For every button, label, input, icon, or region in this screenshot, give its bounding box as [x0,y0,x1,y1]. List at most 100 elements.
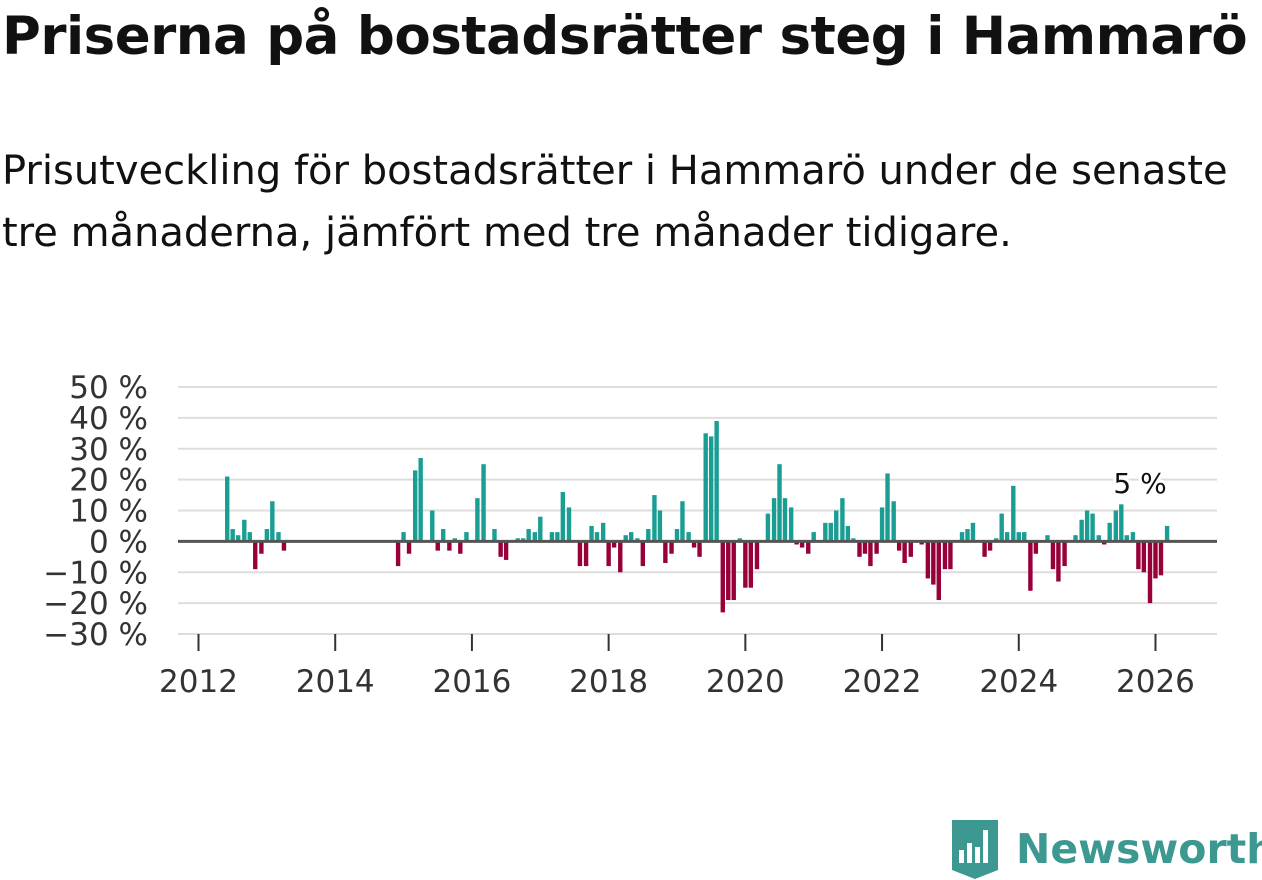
bar [594,532,600,542]
bar [1153,541,1158,579]
bar [618,541,623,573]
bar [857,541,862,557]
bar [777,464,782,542]
y-tick-label: −20 % [43,586,148,622]
x-tick-label: 2012 [159,664,238,700]
y-tick-label: 30 % [69,432,148,468]
x-tick-label: 2022 [843,664,922,700]
bar [253,541,258,570]
bar [1147,541,1153,604]
bar [475,498,480,542]
bar [994,538,999,542]
bar [1141,541,1147,573]
bar [982,541,987,557]
bar [1158,541,1164,576]
bar [629,532,634,542]
bar [868,541,873,567]
bars [225,420,1170,613]
bar [1004,532,1010,542]
bar [657,510,663,542]
bar [840,498,845,542]
bar [782,498,788,542]
bar [931,541,936,585]
bar [247,532,252,542]
bar [919,541,924,545]
bar [845,525,851,542]
x-tick-label: 2020 [706,664,785,700]
bar [566,507,572,542]
y-tick-label: 0 % [89,524,148,560]
bar [600,522,606,542]
bar [811,532,816,542]
bar [230,529,235,542]
bar [555,532,560,542]
bar [720,541,725,613]
bar [1062,541,1067,567]
bar [1130,532,1136,542]
bar [754,541,760,570]
bar [492,529,497,542]
bar [902,541,907,563]
bar [834,510,839,542]
bar [435,541,440,551]
bar [1084,510,1090,542]
bar [948,541,953,570]
bar [697,541,702,557]
bar [765,513,771,542]
y-tick-label: 20 % [69,463,148,499]
bar [970,522,976,542]
y-tick-label: 10 % [69,494,148,530]
bar [481,464,486,542]
bar [726,541,731,601]
bar [1011,485,1016,542]
bar [862,541,868,554]
bar [640,541,646,567]
bar [606,541,611,567]
y-tick-label: 50 % [69,370,148,406]
bar [737,538,743,542]
x-tick-label: 2018 [569,664,648,700]
bar [885,473,890,542]
last-value-annotation: 5 % [1110,464,1169,503]
newsworthy-logo-icon [952,820,998,879]
bar [703,433,708,542]
bar [1016,532,1021,542]
bar [1022,532,1027,542]
bar [828,522,833,542]
bar [879,507,885,542]
bar [1079,519,1084,542]
bar [242,519,247,542]
bar-chart: 50 %40 %30 %20 %10 %0 %−10 %−20 %−30 % 2… [43,370,1217,700]
bar [458,541,463,554]
x-tick-label: 2026 [1116,664,1195,700]
bar [503,541,509,560]
y-tick-label: −10 % [43,555,148,591]
bar [406,541,412,554]
bar [538,516,543,542]
bar [225,476,230,542]
bar [925,541,931,579]
bar [771,498,777,542]
bar [589,525,594,542]
bar [748,541,754,588]
chart-subtitle: Prisutveckling för bostadsrätter i Hamma… [2,148,1228,256]
brand-name: Newsworthy [1016,825,1262,873]
bar [1090,513,1095,542]
bar [806,541,811,554]
bar [259,541,264,554]
bar [395,541,401,567]
bar [965,529,970,542]
bar [498,541,503,557]
grid-lines [178,386,1217,635]
bar [942,541,948,570]
bar [674,529,680,542]
bar [1124,535,1129,542]
bar [743,541,748,588]
bar [235,535,241,542]
bar [896,541,902,551]
bar [794,541,799,545]
bar [874,541,879,554]
bar [959,532,965,542]
bar [549,532,555,542]
bar [447,541,452,551]
